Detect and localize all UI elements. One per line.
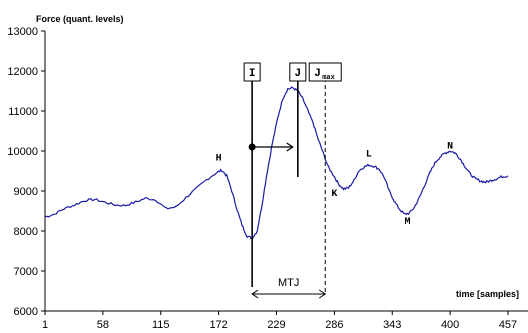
x-tick-label: 229 bbox=[267, 319, 285, 331]
x-tick-label: 58 bbox=[97, 319, 109, 331]
x-axis-label: time [samples] bbox=[456, 289, 519, 299]
x-tick-label: 1 bbox=[42, 319, 48, 331]
y-tick-label: 7000 bbox=[14, 266, 38, 278]
arrow-head bbox=[286, 142, 294, 152]
y-tick-label: 11000 bbox=[8, 106, 38, 118]
point-label-n: N bbox=[447, 142, 453, 153]
axes bbox=[41, 30, 528, 315]
point-label-m: M bbox=[404, 217, 410, 228]
x-tick-label: 457 bbox=[499, 319, 517, 331]
marker-box-2 bbox=[289, 62, 307, 82]
mtj-span: MTJ bbox=[251, 277, 327, 299]
marker-label-2: J bbox=[295, 68, 302, 80]
marker-box-1 bbox=[243, 62, 261, 82]
force-series-line bbox=[44, 86, 509, 240]
x-tick-label: 172 bbox=[209, 319, 227, 331]
y-tick-label: 13000 bbox=[7, 26, 38, 38]
span-arrow-left bbox=[251, 289, 259, 299]
span-arrow-right bbox=[318, 289, 327, 299]
span-label: MTJ bbox=[278, 277, 299, 289]
y-tick-label: 9000 bbox=[14, 186, 38, 198]
marker-box-3 bbox=[308, 62, 342, 82]
x-tick-label: 286 bbox=[325, 319, 343, 331]
point-label-h: H bbox=[216, 154, 222, 165]
point-label-l: L bbox=[366, 150, 372, 161]
marker-label-3: J bbox=[314, 68, 321, 80]
y-tick-label: 6000 bbox=[14, 306, 38, 318]
y-tick-label: 8000 bbox=[14, 226, 38, 238]
marker-label-1: I bbox=[249, 68, 256, 80]
y-tick-labels: 6000 7000 8000 9000 10000 11000 12000 13000 bbox=[7, 26, 38, 318]
point-label-k: K bbox=[331, 189, 337, 200]
x-tick-label: 343 bbox=[383, 319, 401, 331]
y-axis-label: Force (quant. levels) bbox=[36, 14, 124, 24]
x-tick-label: 400 bbox=[441, 319, 459, 331]
marker-label-sub-3: max bbox=[322, 74, 335, 82]
x-tick-label: 115 bbox=[152, 319, 170, 331]
x-tick-labels: 1 58 115 172 229 286 343 400 457 bbox=[42, 319, 517, 331]
y-tick-label: 12000 bbox=[7, 66, 38, 78]
point-labels: H K L M N bbox=[216, 142, 454, 229]
y-tick-label: 10000 bbox=[7, 146, 38, 158]
